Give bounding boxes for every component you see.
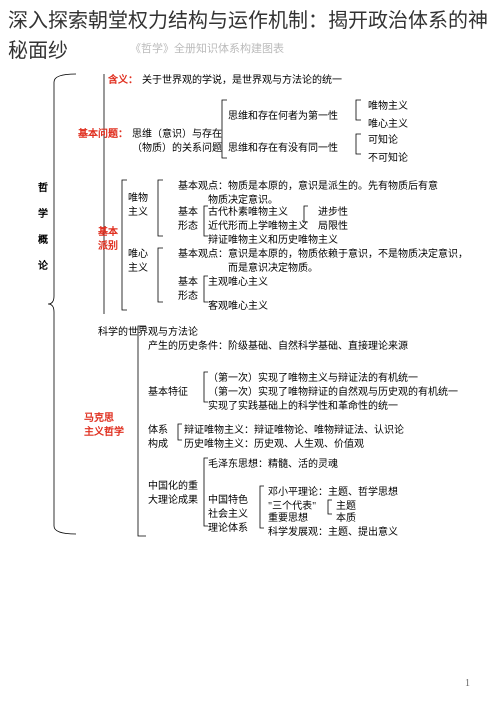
node-v3: 概 <box>38 234 48 248</box>
node-n24: 基本观点：意识是本原的，物质依赖于意识，不是物质决定意识， <box>178 248 468 262</box>
node-n23: 唯心 <box>128 248 148 262</box>
node-n32: 产生的历史条件：阶级基础、自然科学基础、直接理论来源 <box>148 340 408 354</box>
node-n31: 科学的世界观与方法论 <box>98 326 198 340</box>
node-n26: 而是意识决定物质。 <box>228 262 318 276</box>
node-n30: 客观唯心主义 <box>208 300 268 314</box>
node-n36: 实现了实践基础上的科学性和革命性的统一 <box>208 400 398 414</box>
node-n54: 科学发展观：主题、提出意义 <box>268 526 398 540</box>
node-n52: 本质 <box>336 512 356 526</box>
node-n5b: 思维（意识）与存在 <box>132 128 222 142</box>
node-n12: 唯物 <box>128 192 148 206</box>
node-n5: 基本问题： <box>78 128 128 142</box>
node-n41: 构成 <box>148 438 168 452</box>
node-n10: 基本观点：物质是本原的，意识是派生的。先有物质后有意 <box>178 180 438 194</box>
node-n42: 历史唯物主义：历史观、人生观、价值观 <box>184 438 364 452</box>
node-n4: 唯心主义 <box>368 118 408 132</box>
node-n27: 基本 <box>178 276 198 290</box>
node-n13: 主义 <box>128 206 148 220</box>
node-n8: 思维和存在有没有同一性 <box>228 142 338 156</box>
node-n35: （第一次）实现了唯物辩证的自然观与历史观的有机统一 <box>208 386 458 400</box>
node-n6: 可知论 <box>368 134 398 148</box>
node-n18: 近代形而上学唯物主义 <box>208 220 308 234</box>
node-n33: （第一次）实现了唯物主义与辩证法的有机统一 <box>208 372 418 386</box>
node-n25: 主义 <box>128 262 148 276</box>
node-v2: 学 <box>38 208 48 222</box>
node-n1b: 关于世界观的学说，是世界观与方法论的统一 <box>142 74 342 88</box>
node-n29: 形态 <box>178 290 198 304</box>
node-n51: 重要思想 <box>268 512 308 526</box>
node-n40: 辩证唯物主义：辩证唯物论、唯物辩证法、认识论 <box>184 424 404 438</box>
node-n45: 邓小平理论：主题、哲学思想 <box>268 486 398 500</box>
node-n17: 形态 <box>178 220 198 234</box>
node-v4: 论 <box>38 260 48 274</box>
node-n15: 古代朴素唯物主义 <box>208 206 288 220</box>
node-n19: 局限性 <box>318 220 348 234</box>
node-n2: 唯物主义 <box>368 100 408 114</box>
node-n43: 毛泽东思想：精髓、活的灵魂 <box>208 458 338 472</box>
node-n47: 中国特色 <box>208 494 248 508</box>
page-number: 1 <box>465 678 470 689</box>
overlay-title: 深入探索朝堂权力结构与运作机制：揭开政治体系的神秘面纱 <box>8 6 488 66</box>
node-n14: 基本 <box>178 206 198 220</box>
node-n16: 进步性 <box>318 206 348 220</box>
node-n7: （物质）的关系问题 <box>132 142 222 156</box>
node-n9: 不可知论 <box>368 152 408 166</box>
node-n22: 派别 <box>98 240 118 254</box>
node-n46: 大理论成果 <box>148 494 198 508</box>
node-n39: 体系 <box>148 424 168 438</box>
node-n38: 主义哲学 <box>84 426 124 440</box>
node-n21: 基本 <box>98 226 118 240</box>
node-n20: 辩证唯物主义和历史唯物主义 <box>208 234 338 248</box>
node-n37: 马克思 <box>84 412 114 426</box>
node-v1: 哲 <box>38 182 48 196</box>
node-n50: 社会主义 <box>208 508 248 522</box>
node-n34: 基本特征 <box>148 386 188 400</box>
node-n1: 含义： <box>108 74 138 88</box>
node-n3: 思维和存在何者为第一性 <box>228 110 338 124</box>
node-n53: 理论体系 <box>208 522 248 536</box>
node-n28: 主观唯心主义 <box>208 276 268 290</box>
node-n44: 中国化的重 <box>148 480 198 494</box>
